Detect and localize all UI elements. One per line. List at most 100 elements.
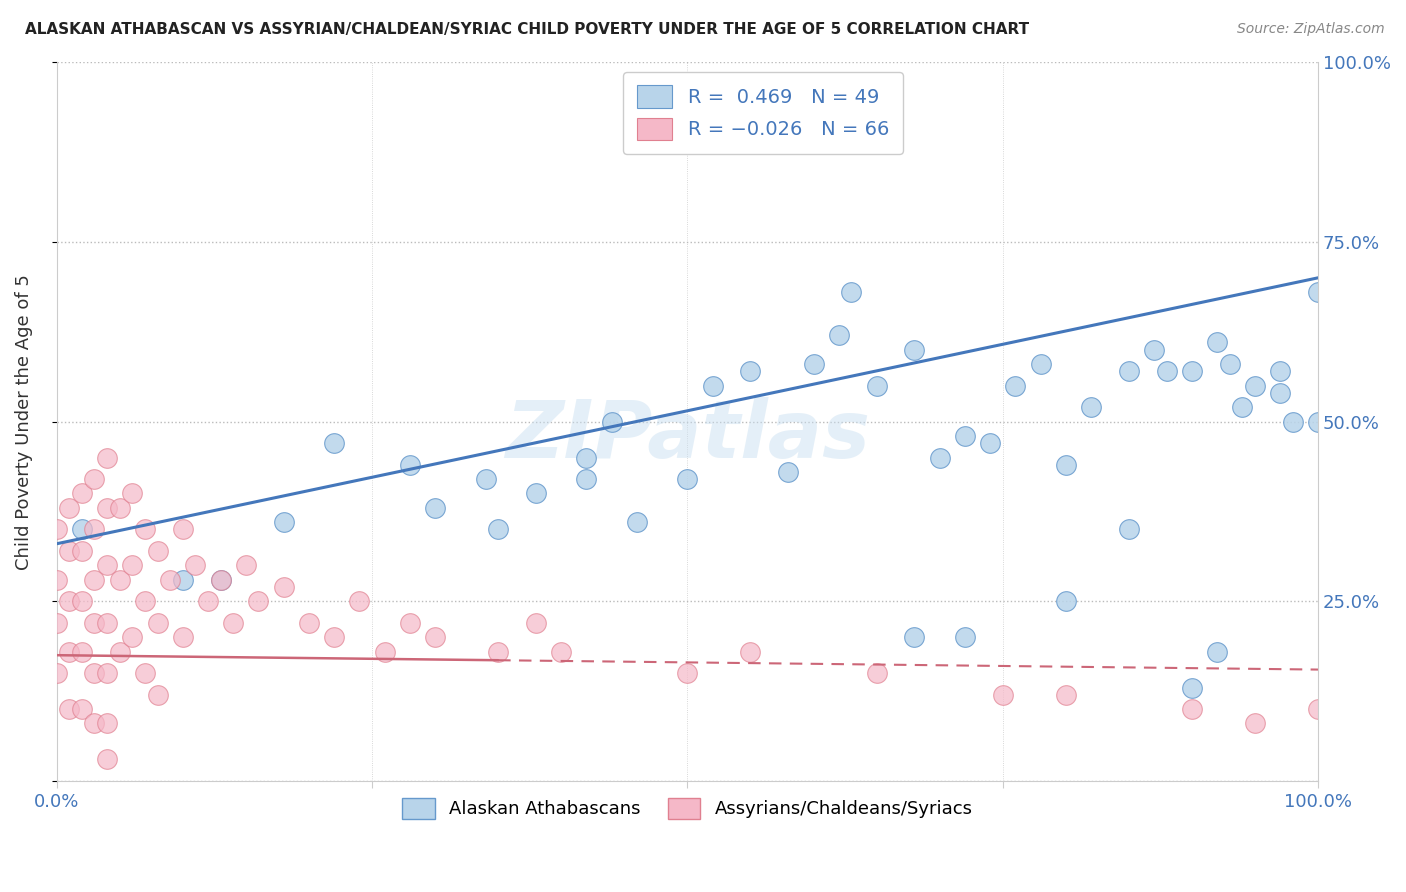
Point: [83, 573, 105, 587]
Point: [70, 522, 93, 536]
Point: [828, 328, 851, 343]
Point: [1244, 716, 1267, 731]
Text: Source: ZipAtlas.com: Source: ZipAtlas.com: [1237, 22, 1385, 37]
Point: [1004, 378, 1026, 392]
Point: [1308, 285, 1330, 300]
Point: [524, 615, 547, 630]
Point: [323, 630, 346, 644]
Point: [740, 644, 762, 658]
Point: [803, 357, 825, 371]
Point: [1308, 415, 1330, 429]
Point: [423, 500, 446, 515]
Point: [1054, 594, 1077, 608]
Point: [1270, 385, 1292, 400]
Point: [58, 594, 80, 608]
Point: [423, 630, 446, 644]
Point: [953, 630, 976, 644]
Point: [197, 594, 219, 608]
Point: [1270, 364, 1292, 378]
Point: [626, 515, 648, 529]
Point: [45, 573, 67, 587]
Point: [865, 666, 887, 681]
Point: [121, 630, 143, 644]
Point: [96, 666, 118, 681]
Point: [58, 544, 80, 558]
Point: [575, 450, 598, 465]
Point: [146, 544, 169, 558]
Point: [374, 644, 396, 658]
Point: [70, 486, 93, 500]
Point: [903, 343, 925, 357]
Point: [1232, 400, 1254, 414]
Point: [83, 472, 105, 486]
Point: [247, 594, 270, 608]
Point: [172, 522, 194, 536]
Text: ALASKAN ATHABASCAN VS ASSYRIAN/CHALDEAN/SYRIAC CHILD POVERTY UNDER THE AGE OF 5 : ALASKAN ATHABASCAN VS ASSYRIAN/CHALDEAN/…: [25, 22, 1029, 37]
Point: [83, 666, 105, 681]
Point: [778, 465, 800, 479]
Point: [323, 436, 346, 450]
Point: [1156, 364, 1178, 378]
Point: [1143, 343, 1166, 357]
Point: [83, 716, 105, 731]
Point: [273, 580, 295, 594]
Legend: Alaskan Athabascans, Assyrians/Chaldeans/Syriacs: Alaskan Athabascans, Assyrians/Chaldeans…: [395, 790, 980, 826]
Point: [134, 594, 156, 608]
Point: [159, 573, 181, 587]
Point: [273, 515, 295, 529]
Point: [676, 472, 699, 486]
Point: [45, 666, 67, 681]
Point: [108, 644, 131, 658]
Point: [96, 615, 118, 630]
Point: [841, 285, 863, 300]
Point: [349, 594, 371, 608]
Point: [146, 615, 169, 630]
Point: [1308, 702, 1330, 716]
Point: [121, 486, 143, 500]
Point: [83, 615, 105, 630]
Point: [108, 500, 131, 515]
Point: [702, 378, 724, 392]
Point: [172, 573, 194, 587]
Text: ZIPatlas: ZIPatlas: [505, 397, 870, 475]
Point: [96, 716, 118, 731]
Point: [928, 450, 950, 465]
Point: [172, 630, 194, 644]
Point: [58, 500, 80, 515]
Point: [979, 436, 1001, 450]
Point: [1206, 644, 1229, 658]
Point: [486, 644, 509, 658]
Point: [1029, 357, 1052, 371]
Point: [58, 644, 80, 658]
Point: [1244, 378, 1267, 392]
Point: [184, 558, 207, 573]
Y-axis label: Child Poverty Under the Age of 5: Child Poverty Under the Age of 5: [15, 274, 32, 569]
Point: [70, 702, 93, 716]
Point: [96, 450, 118, 465]
Point: [1118, 364, 1140, 378]
Point: [1206, 335, 1229, 350]
Point: [134, 666, 156, 681]
Point: [146, 688, 169, 702]
Point: [1054, 458, 1077, 472]
Point: [1054, 688, 1077, 702]
Point: [398, 615, 420, 630]
Point: [209, 573, 232, 587]
Point: [953, 429, 976, 443]
Point: [865, 378, 887, 392]
Point: [524, 486, 547, 500]
Point: [235, 558, 257, 573]
Point: [96, 752, 118, 766]
Point: [96, 500, 118, 515]
Point: [991, 688, 1014, 702]
Point: [1181, 681, 1204, 695]
Point: [1118, 522, 1140, 536]
Point: [474, 472, 496, 486]
Point: [1080, 400, 1102, 414]
Point: [1282, 415, 1305, 429]
Point: [108, 573, 131, 587]
Point: [1181, 702, 1204, 716]
Point: [134, 522, 156, 536]
Point: [209, 573, 232, 587]
Point: [676, 666, 699, 681]
